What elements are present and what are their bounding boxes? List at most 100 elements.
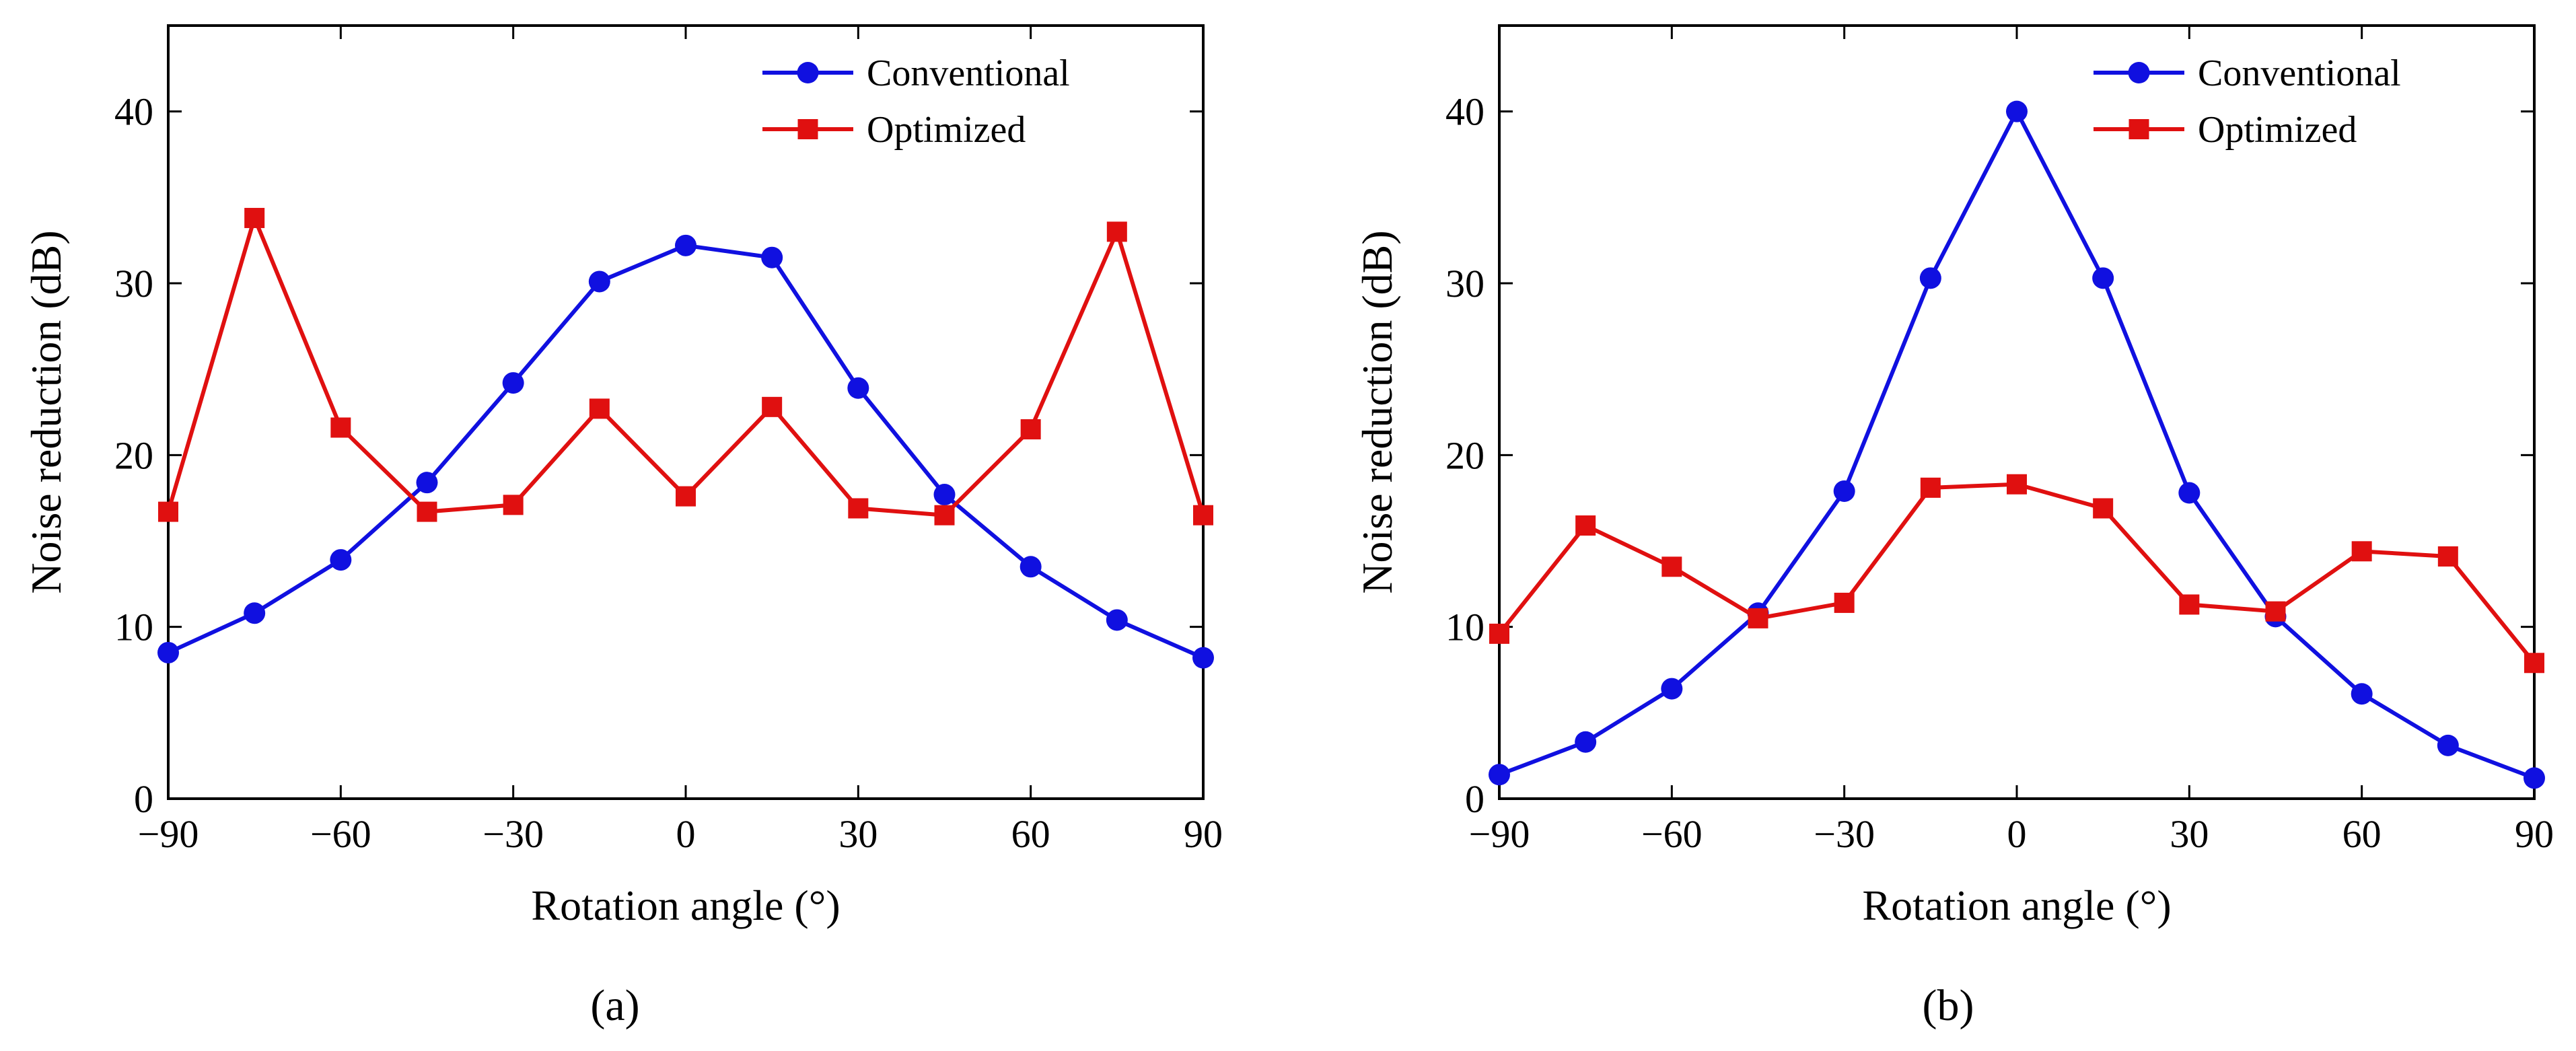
data-point (933, 484, 956, 506)
data-point (417, 501, 437, 522)
data-point (244, 602, 266, 624)
data-point (2524, 767, 2545, 789)
data-point (2524, 653, 2544, 674)
x-tick-label: 30 (2170, 812, 2209, 856)
data-point (848, 498, 869, 519)
plot-frame (1498, 24, 2536, 800)
data-point (1834, 592, 1855, 613)
data-point (2006, 100, 2028, 122)
legend-marker (797, 119, 818, 139)
chart-panel-1: −90 −60 −30 0 30 60 90 0 10 20 30 40 Rotation angle … (22, 24, 1223, 1030)
data-point (1019, 556, 1042, 578)
legend-marker (2128, 119, 2149, 139)
data-point (2179, 594, 2200, 615)
data-point (1489, 623, 1509, 644)
series-optimized (158, 207, 1213, 526)
data-point (2351, 683, 2373, 705)
data-point (157, 641, 179, 663)
x-tick-label: −90 (1469, 812, 1530, 856)
data-point (1106, 221, 1127, 242)
data-point (503, 495, 524, 515)
data-point (2093, 498, 2114, 519)
data-point (244, 207, 265, 228)
data-point (330, 417, 351, 438)
data-point (2007, 474, 2027, 495)
x-tick-label: 0 (676, 812, 696, 856)
data-point (416, 472, 438, 494)
data-point (1661, 556, 1682, 577)
data-point (2437, 734, 2459, 756)
data-point (676, 486, 696, 507)
data-point (330, 549, 352, 571)
y-tick-label: 10 (114, 606, 153, 649)
series-line (167, 243, 1205, 660)
data-point (1920, 477, 1941, 498)
x-tick-label: 60 (2342, 812, 2382, 856)
panel-label: (b) (1923, 981, 1974, 1030)
data-point (762, 396, 783, 417)
data-point (1575, 731, 1597, 753)
data-point (1919, 267, 1941, 289)
y-tick-label: 40 (114, 90, 153, 134)
x-axis-title: Rotation angle (°) (1862, 881, 2171, 929)
x-tick-label: 90 (1184, 812, 1223, 856)
data-point (934, 505, 955, 526)
series-line (1498, 109, 2536, 781)
data-point (2437, 546, 2458, 567)
series-optimized (1489, 474, 2544, 674)
series-line (166, 215, 1205, 517)
legend-label: Optimized (2198, 109, 2357, 151)
data-point (675, 234, 696, 256)
data-point (589, 398, 610, 419)
data-point (2092, 267, 2114, 289)
legend-label: Optimized (867, 109, 1026, 151)
legend-label: Conventional (2198, 52, 2401, 94)
data-point (1489, 764, 1510, 786)
series-line (1497, 482, 2536, 665)
legend-marker (2128, 62, 2150, 83)
data-point (1833, 480, 1855, 502)
y-tick-label: 0 (134, 777, 153, 821)
y-tick-label: 20 (1445, 433, 1484, 477)
legend: Conventional Optimized (762, 52, 1070, 151)
data-point (1661, 678, 1683, 700)
x-tick-label: −30 (482, 812, 544, 856)
y-tick-label: 40 (1445, 90, 1484, 134)
x-tick-label: −30 (1814, 812, 1875, 856)
data-point (1748, 608, 1768, 628)
y-axis-title: Noise reduction (dB) (1353, 230, 1401, 593)
legend: Conventional Optimized (2094, 52, 2401, 151)
y-tick-label: 20 (114, 433, 153, 477)
x-tick-label: 60 (1011, 812, 1050, 856)
data-point (2351, 541, 2372, 562)
data-point (1106, 609, 1128, 631)
data-point (847, 377, 869, 399)
data-point (1193, 505, 1213, 526)
x-tick-label: 90 (2515, 812, 2554, 856)
x-tick-label: 0 (2007, 812, 2027, 856)
y-tick-label: 30 (1445, 262, 1484, 305)
y-tick-label: 0 (1465, 777, 1484, 821)
data-point (1575, 515, 1596, 536)
y-axis-title: Noise reduction (dB) (22, 230, 70, 593)
data-point (1192, 647, 1214, 669)
series-conventional (157, 234, 1214, 669)
x-axis-title: Rotation angle (°) (531, 881, 840, 929)
data-point (1020, 419, 1041, 440)
data-point (158, 501, 178, 522)
panel-label: (a) (590, 981, 639, 1030)
data-point (2178, 482, 2201, 504)
chart-panel-2: −90 −60 −30 0 30 60 90 0 10 20 30 40 Rotation angle … (1353, 24, 2554, 1030)
x-tick-label: −90 (138, 812, 199, 856)
x-tick-label: −60 (310, 812, 371, 856)
y-tick-label: 30 (114, 262, 153, 305)
y-tick-label: 10 (1445, 606, 1484, 649)
legend-label: Conventional (867, 52, 1070, 94)
series-conventional (1489, 100, 2545, 789)
data-point (2265, 601, 2286, 622)
data-point (588, 270, 610, 293)
x-tick-label: −60 (1641, 812, 1703, 856)
plot-frame (167, 24, 1205, 800)
legend-marker (797, 62, 819, 83)
